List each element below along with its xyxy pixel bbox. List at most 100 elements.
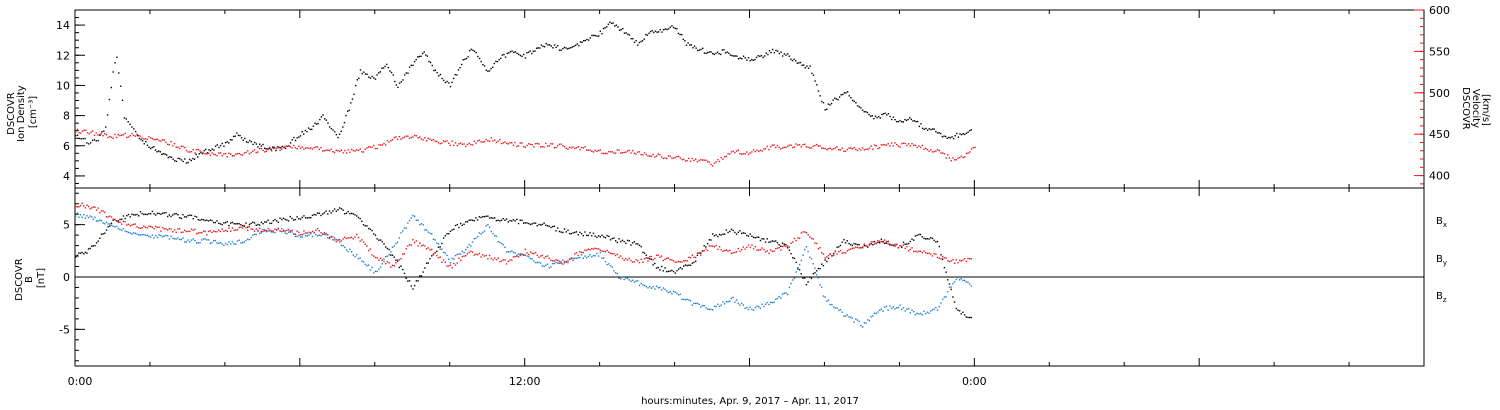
data-point — [429, 232, 431, 235]
data-point — [965, 152, 968, 155]
data-point — [589, 37, 592, 39]
data-point — [918, 125, 921, 128]
data-point — [882, 113, 885, 115]
data-point — [367, 227, 370, 230]
data-point — [166, 154, 168, 156]
data-point — [596, 252, 598, 255]
data-point — [633, 152, 636, 155]
data-point — [448, 233, 450, 235]
data-point — [134, 214, 137, 216]
data-point — [148, 146, 150, 149]
data-point — [144, 226, 147, 228]
data-point — [315, 146, 317, 148]
data-point — [112, 225, 114, 227]
data-point — [497, 240, 499, 243]
data-point — [448, 265, 450, 267]
data-point — [201, 218, 203, 221]
data-point — [224, 141, 227, 144]
data-point — [219, 223, 222, 225]
field-tick-label: 5 — [63, 219, 70, 232]
data-point — [947, 291, 949, 293]
data-point — [289, 231, 292, 233]
data-point — [631, 261, 634, 263]
data-point — [243, 224, 246, 227]
data-point — [788, 144, 791, 146]
data-point — [696, 302, 699, 305]
data-point — [562, 231, 564, 234]
data-point — [337, 150, 339, 152]
data-point — [500, 142, 503, 145]
data-point — [967, 316, 969, 319]
data-point — [79, 252, 82, 254]
data-point — [567, 261, 569, 264]
data-point — [826, 260, 828, 263]
data-point — [667, 155, 670, 157]
data-point — [470, 48, 472, 51]
data-point — [718, 160, 721, 163]
data-point — [204, 219, 206, 222]
data-point — [562, 263, 564, 265]
data-point — [839, 149, 842, 151]
data-point — [695, 47, 697, 49]
data-point — [924, 312, 927, 315]
data-point — [941, 255, 944, 258]
data-point — [909, 117, 911, 119]
data-point — [608, 235, 610, 238]
data-point — [935, 241, 937, 243]
data-point — [890, 244, 893, 246]
data-point — [519, 253, 521, 255]
data-point — [809, 256, 811, 259]
data-point — [756, 236, 758, 238]
data-point — [240, 224, 242, 226]
data-point — [538, 256, 540, 259]
data-point — [337, 239, 339, 242]
data-point — [514, 252, 516, 254]
data-point — [260, 145, 263, 147]
data-point — [876, 116, 878, 119]
data-point — [919, 233, 922, 236]
data-point — [238, 223, 240, 225]
data-point — [158, 212, 160, 215]
data-point — [860, 107, 862, 109]
data-point — [463, 251, 465, 254]
data-point — [701, 250, 704, 252]
data-point — [563, 228, 566, 230]
data-point — [894, 243, 896, 246]
data-point — [308, 147, 310, 150]
data-point — [875, 144, 877, 147]
data-point — [296, 230, 298, 232]
data-point — [502, 217, 504, 220]
data-point — [94, 244, 96, 247]
data-point — [330, 212, 332, 214]
data-point — [402, 230, 404, 232]
data-point — [963, 257, 966, 260]
data-point — [228, 227, 230, 229]
data-point — [850, 97, 852, 99]
data-point — [422, 244, 424, 246]
data-point — [203, 149, 205, 152]
data-point — [901, 308, 903, 311]
data-point — [694, 256, 697, 259]
data-point — [599, 149, 602, 151]
data-point — [456, 74, 458, 76]
data-point — [252, 221, 254, 224]
data-point — [801, 64, 803, 66]
data-point — [972, 146, 975, 149]
data-point — [638, 261, 641, 264]
data-point — [383, 142, 385, 145]
data-point — [965, 281, 967, 283]
data-point — [606, 26, 608, 28]
data-point — [926, 129, 929, 131]
data-point — [737, 247, 739, 250]
data-point — [308, 234, 310, 236]
data-point — [650, 155, 653, 157]
data-point — [964, 133, 966, 136]
data-point — [582, 251, 584, 254]
data-point — [524, 222, 527, 224]
data-point — [867, 319, 869, 321]
data-point — [412, 238, 414, 241]
data-point — [732, 150, 734, 152]
data-point — [713, 235, 716, 237]
data-point — [817, 90, 820, 92]
data-point — [425, 229, 428, 231]
